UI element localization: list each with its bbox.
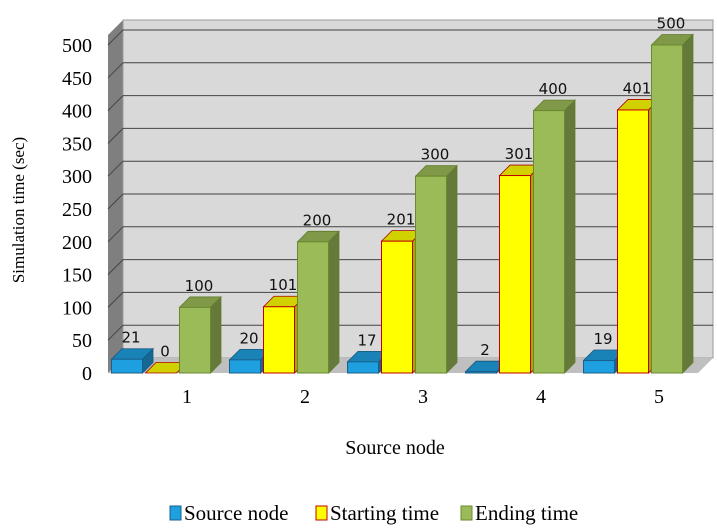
gridline-side [107,128,124,144]
bar-side [682,33,694,374]
bar-ending-time-5 [650,33,694,374]
bar-ending-time-3 [414,164,458,374]
legend-item-source-node: Source node [169,501,288,525]
y-tick-label: 400 [62,101,92,123]
legend-swatch [315,505,328,521]
bar-front [617,109,649,374]
bar-front [179,306,211,374]
legend: Source node Starting time Ending time [169,501,578,525]
y-tick-label: 50 [72,330,92,352]
y-axis-title: Simulation time (sec) [9,137,28,283]
bar-side [210,295,222,374]
data-label: 0 [160,343,170,361]
bar-front [111,358,143,374]
bar-starting-time-5 [616,98,660,374]
data-label: 200 [303,211,332,229]
bar-ending-time-1 [178,295,222,374]
y-tick-label: 200 [62,232,92,254]
gridline-side [107,324,124,341]
bar-front [465,371,497,374]
legend-item-starting-time: Starting time [315,501,439,525]
data-label: 100 [185,277,214,295]
bar-front [499,175,531,374]
y-tick-label: 500 [62,35,92,57]
y-tick-label: 0 [82,363,92,385]
bar-side [564,99,576,374]
legend-swatch [169,505,182,521]
y-tick-label: 100 [62,297,92,319]
x-tick-label: 2 [300,386,310,408]
gridline-side [107,160,124,177]
data-label: 400 [539,80,568,98]
gridline-side [107,292,124,308]
data-label: 201 [387,211,416,229]
bar-side [328,230,340,374]
legend-label: Source node [184,501,288,525]
bar-front [651,44,683,374]
bar-front [347,361,379,374]
x-axis-ticks: 1 2 3 4 5 [182,386,664,408]
bar-front [533,110,565,374]
data-label: 101 [269,276,298,294]
bar-ending-time-4 [532,99,576,374]
data-label: 301 [505,145,534,163]
legend-item-ending-time: Ending time [460,501,578,525]
bar-front [583,360,615,374]
legend-label: Starting time [330,501,439,525]
y-tick-label: 300 [62,166,92,188]
gridline-side [107,29,124,46]
bar-ending-time-2 [296,230,340,374]
bars [110,33,694,374]
x-tick-label: 1 [182,386,192,408]
left-side-wall [108,20,123,373]
legend-label: Ending time [475,501,578,525]
y-tick-label: 150 [62,265,92,287]
bar-front [263,306,295,374]
y-tick-label: 350 [62,133,92,155]
gridline-side [107,259,124,275]
data-label: 17 [357,331,376,349]
bar-front [297,241,329,374]
bar-source-node-5 [582,349,626,374]
data-label: 21 [121,329,140,347]
data-label: 19 [593,330,612,348]
x-tick-label: 5 [654,386,664,408]
bar-front [229,359,261,374]
x-axis-title: Source node [345,437,445,459]
y-tick-label: 450 [62,68,92,90]
y-axis-ticks: 0 50 100 150 200 250 300 350 400 450 500 [62,35,92,385]
data-label: 401 [623,79,652,97]
gridline-side [107,226,124,243]
bar-source-node-1 [110,347,154,374]
legend-swatch [460,505,473,521]
x-tick-label: 4 [536,386,546,408]
bar-side [446,164,458,374]
data-label: 300 [421,146,450,164]
gridline-side [107,95,124,111]
gridline-side [107,193,124,210]
data-labels: 21 0 100 20 101 200 17 201 300 2 301 400 19 401 500 [121,15,685,361]
data-label: 20 [239,329,258,347]
data-label: 500 [657,15,686,33]
data-label: 2 [480,341,490,359]
gridline-side [107,62,124,79]
x-tick-label: 3 [418,386,428,408]
bar-front [415,175,447,374]
bar-front [381,240,413,374]
y-tick-label: 250 [62,199,92,221]
